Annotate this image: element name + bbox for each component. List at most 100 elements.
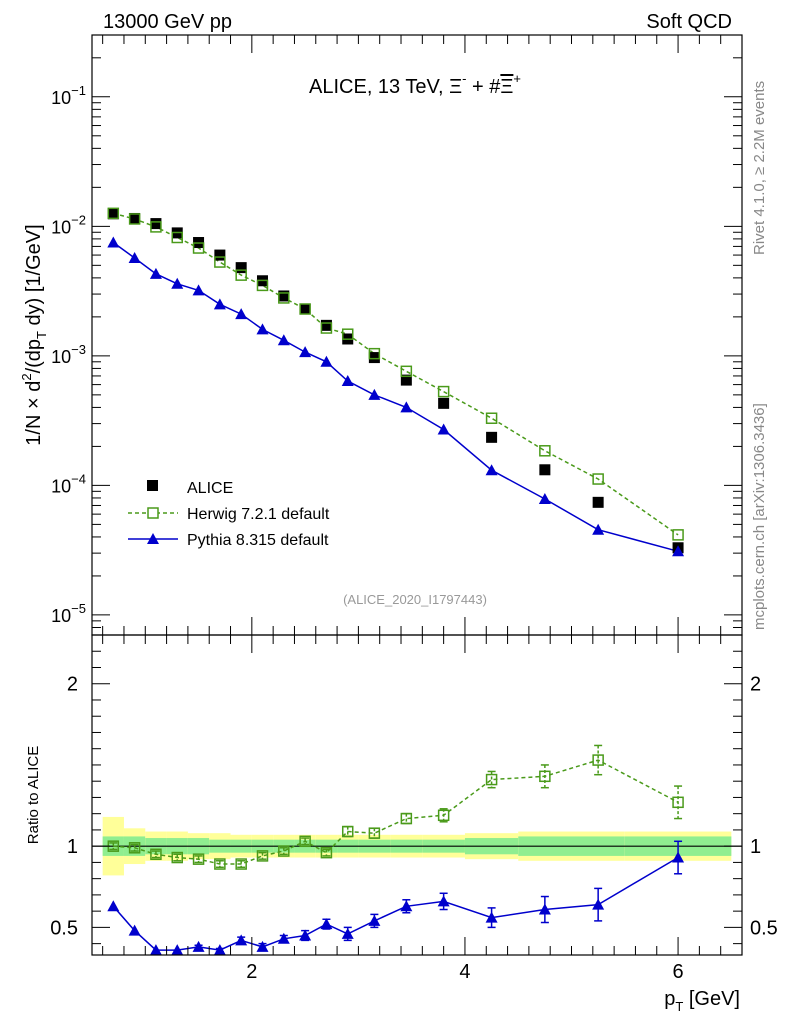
herwig-ratio-point [171, 851, 183, 864]
alice-point [592, 496, 604, 508]
pythia-point [128, 251, 141, 263]
pythia-ratio-point [437, 895, 450, 907]
herwig-point [400, 365, 413, 378]
pythia-point [320, 355, 333, 367]
y-tick-label: 10−3 [51, 342, 86, 367]
analysis-watermark: (ALICE_2020_I1797443) [343, 592, 487, 607]
ratio-y-tick-label-left: 0.5 [50, 917, 78, 939]
ratio-plot-marks [92, 744, 742, 956]
alice-point [129, 212, 141, 224]
pythia-ratio-point [299, 929, 312, 941]
ratio-y-tick-label-right: 1 [750, 836, 761, 858]
herwig-ratio-line [113, 759, 679, 865]
main-plot-marks [107, 207, 685, 557]
x-axis-label: pT [GeV] [664, 988, 740, 1014]
header-left: 13000 GeV pp [103, 11, 232, 33]
alice-point [299, 303, 311, 315]
pythia-ratio-point [368, 914, 381, 926]
herwig-ratio-point [299, 835, 311, 848]
herwig-ratio-point [539, 770, 551, 783]
alice-point [539, 464, 551, 476]
side-label-mcplots: mcplots.cern.ch [arXiv:1306.3436] [751, 403, 768, 630]
pythia-point [107, 236, 120, 248]
alice-point [368, 352, 380, 364]
pythia-ratio-point [213, 944, 226, 956]
herwig-ratio-point [150, 848, 162, 861]
alice-point [150, 218, 162, 230]
herwig-ratio-point [485, 773, 498, 786]
pythia-ratio-point [341, 927, 354, 939]
pythia-point [213, 298, 226, 310]
pythia-ratio-point [485, 911, 498, 923]
herwig-ratio-point [128, 842, 141, 854]
herwig-point [299, 303, 311, 315]
herwig-point [150, 221, 162, 233]
herwig-ratio-point [672, 796, 684, 809]
herwig-point [214, 256, 226, 268]
pythia-point [368, 388, 381, 400]
herwig-ratio-point [214, 858, 226, 870]
pythia-ratio-point [128, 924, 141, 936]
herwig-point [485, 412, 498, 424]
alice-point [214, 249, 226, 261]
pythia-ratio-point [256, 940, 269, 952]
ratio-y-tick-label-right: 0.5 [750, 917, 778, 939]
ratio-y-tick-label-left: 2 [67, 674, 78, 696]
legend-label-alice: ALICE [187, 480, 233, 497]
ratio-y-axis-label: Ratio to ALICE [25, 746, 42, 844]
herwig-point [672, 529, 684, 541]
y-tick-label: 10−4 [51, 471, 86, 496]
pythia-ratio-point [320, 918, 333, 930]
herwig-point [320, 322, 333, 334]
ratio-y-tick-label-left: 1 [67, 836, 78, 858]
pythia-point [538, 493, 551, 505]
pythia-point [592, 523, 605, 535]
ratio-axis-ticks: 0.5 0.5 1 1 2 2 2 4 6 [50, 635, 778, 983]
main-axis-ticks: 10−1 10−2 10−3 10−4 10−5 [51, 35, 742, 636]
legend-marker-herwig [147, 507, 159, 519]
pythia-point [437, 423, 450, 435]
herwig-ratio-point [192, 853, 205, 865]
pythia-point [299, 346, 312, 358]
alice-point [320, 319, 332, 331]
herwig-ratio-point [400, 812, 413, 825]
herwig-ratio-point [278, 845, 290, 857]
herwig-point [235, 269, 247, 281]
legend-label-pythia: Pythia 8.315 default [187, 532, 329, 549]
alice-point [438, 397, 450, 409]
herwig-ratio-point [235, 858, 247, 870]
ratio-panel: 0.5 0.5 1 1 2 2 2 4 6 Ratio to ALICE pT [GeV] [25, 634, 778, 1014]
ratio-frame [91, 634, 743, 956]
herwig-point [107, 207, 120, 220]
legend-label-herwig: Herwig 7.2.1 default [187, 506, 330, 523]
alice-point [107, 208, 119, 220]
pythia-ratio-point [592, 898, 605, 910]
legend-marker-pythia [147, 533, 159, 544]
header-right: Soft QCD [646, 11, 732, 33]
herwig-point [592, 473, 604, 485]
pythia-point [277, 334, 290, 346]
herwig-ratio-point [320, 846, 333, 859]
pythia-point [192, 284, 205, 296]
pythia-ratio-point [400, 900, 413, 912]
pythia-ratio-line [112, 856, 679, 951]
pythia-point [149, 267, 162, 279]
herwig-ratio-point [368, 827, 381, 839]
ratio-y-tick-label-right: 2 [750, 674, 761, 696]
pythia-ratio-point [235, 934, 248, 946]
herwig-point [128, 213, 141, 225]
pythia-ratio-point [192, 940, 205, 952]
herwig-point [278, 292, 290, 304]
pythia-point [400, 401, 413, 413]
pythia-point [256, 323, 269, 335]
pythia-point [235, 308, 248, 320]
pythia-ratio-point [107, 900, 120, 912]
herwig-point [171, 231, 183, 244]
alice-point [278, 290, 290, 302]
herwig-ratio-point [592, 754, 604, 766]
herwig-ratio-point [341, 825, 354, 838]
herwig-point [539, 445, 551, 457]
x-tick-label: 4 [459, 961, 470, 983]
alice-point [235, 262, 247, 274]
herwig-ratio-point [437, 809, 450, 822]
